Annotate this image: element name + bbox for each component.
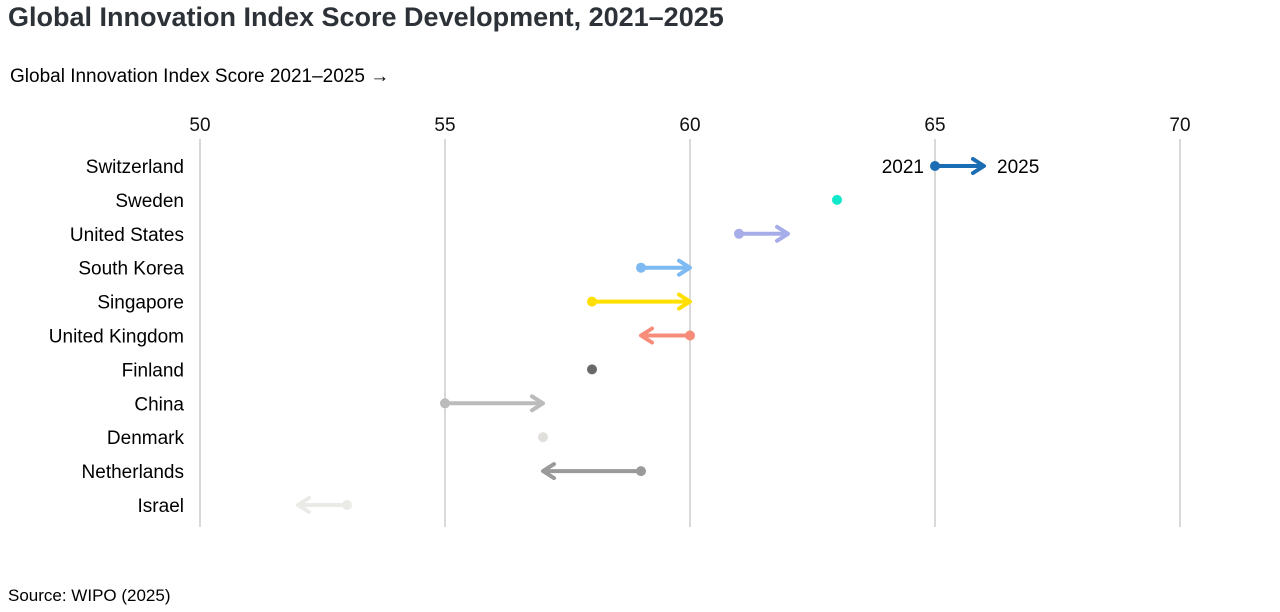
source-note: Source: WIPO (2025) xyxy=(8,586,171,605)
arrowhead xyxy=(639,326,654,345)
start-dot xyxy=(587,364,597,375)
legend-end-label: 2025 xyxy=(997,157,1039,178)
chart-title: Global Innovation Index Score Developmen… xyxy=(8,2,724,32)
x-tick-label: 65 xyxy=(924,115,945,136)
legend-start-label: 2021 xyxy=(882,157,924,178)
arrowhead xyxy=(971,157,986,175)
country-label: Sweden xyxy=(115,191,184,212)
country-label: Singapore xyxy=(97,293,184,314)
arrowhead xyxy=(541,462,556,481)
arrowhead xyxy=(775,224,790,243)
country-label: United States xyxy=(70,225,184,246)
country-label: Netherlands xyxy=(82,462,184,483)
arrowhead xyxy=(296,496,311,514)
start-dot xyxy=(832,194,842,205)
arrowhead xyxy=(677,292,692,311)
x-tick-label: 70 xyxy=(1169,115,1190,136)
arrowhead xyxy=(677,258,692,277)
x-tick-label: 55 xyxy=(434,115,455,136)
country-label: Finland xyxy=(122,360,184,381)
x-axis-title: Global Innovation Index Score 2021–2025 … xyxy=(10,66,390,87)
x-tick-label: 50 xyxy=(189,115,210,136)
arrowhead xyxy=(530,394,545,413)
country-label: China xyxy=(134,394,184,415)
start-dot xyxy=(538,432,548,443)
country-label: Denmark xyxy=(107,428,185,449)
country-label: Israel xyxy=(138,496,184,517)
x-tick-label: 60 xyxy=(679,115,700,136)
country-label: Switzerland xyxy=(86,157,184,178)
country-label: South Korea xyxy=(78,259,184,280)
country-label: United Kingdom xyxy=(49,327,184,348)
